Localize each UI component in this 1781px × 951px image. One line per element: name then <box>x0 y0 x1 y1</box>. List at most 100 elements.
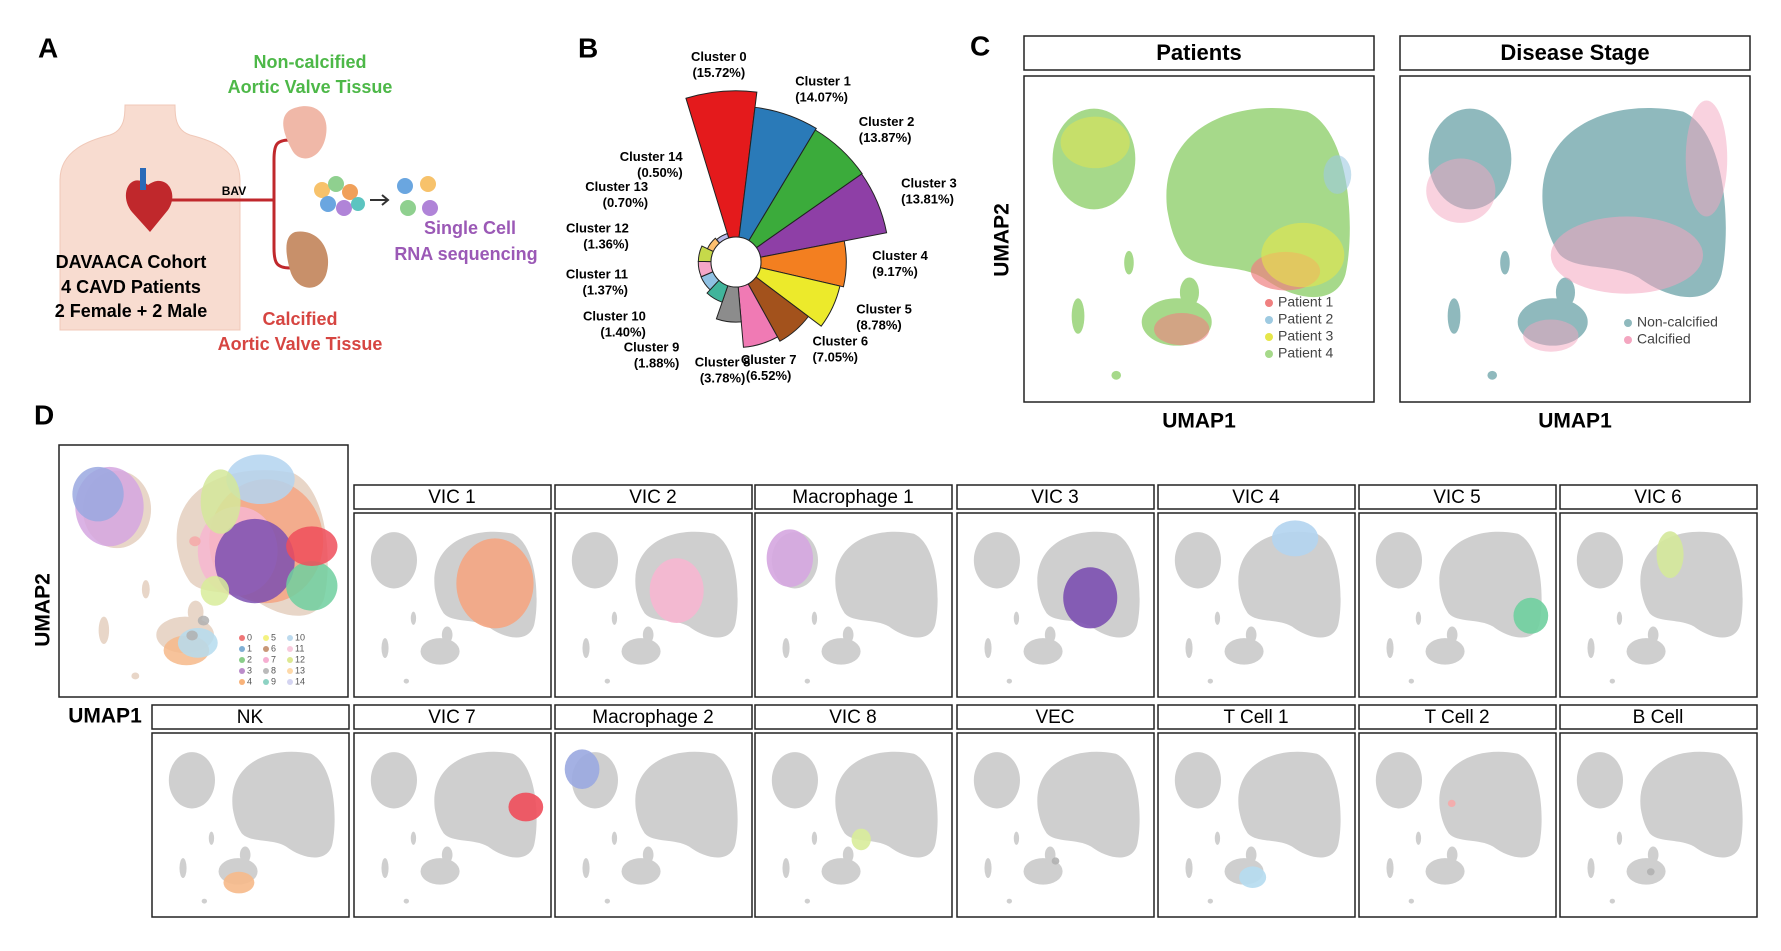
cluster-highlight <box>1323 155 1352 194</box>
legend-label: 1 <box>247 643 252 653</box>
legend-label: Patient 3 <box>1278 328 1333 344</box>
title-box <box>353 484 552 510</box>
plot-title: T Cell 2 <box>1424 707 1489 728</box>
legend-dot <box>239 668 245 674</box>
plot-title: Macrophage 1 <box>792 487 913 508</box>
legend-label: 10 <box>295 632 305 642</box>
umap-plot <box>571 531 738 684</box>
legend-label: 5 <box>271 632 276 642</box>
title-box <box>554 704 753 730</box>
value-label: (8.78%) <box>856 317 902 332</box>
legend-dot <box>287 646 293 652</box>
legend-dot <box>263 635 269 641</box>
cluster-label: Cluster 2 <box>859 114 915 129</box>
legend-dot <box>239 657 245 663</box>
tissue-label: Calcified <box>262 309 337 329</box>
legend-label: Patient 1 <box>1278 294 1333 310</box>
title-box <box>554 484 753 510</box>
cluster-label: Cluster 0 <box>691 49 747 64</box>
umap-plot <box>973 531 1140 684</box>
cluster-highlight <box>200 469 241 534</box>
cluster-highlight <box>286 561 338 611</box>
plot-title: VIC 1 <box>428 487 476 508</box>
heart-vessel <box>140 168 146 190</box>
cluster-highlight <box>286 526 338 567</box>
method-label: RNA sequencing <box>394 244 537 264</box>
legend-label: Patient 2 <box>1278 311 1333 327</box>
cluster-highlight <box>564 749 600 789</box>
cluster-highlight <box>1656 531 1684 578</box>
panel-a: A Non-calcified Aortic Valve Tissue BAV … <box>38 32 538 353</box>
legend-dot <box>287 668 293 674</box>
value-label: (7.05%) <box>812 349 858 364</box>
title-box <box>1559 704 1758 730</box>
cluster-highlight <box>1426 158 1496 223</box>
cluster-highlight <box>1154 313 1210 346</box>
plot-title: NK <box>237 707 264 728</box>
cells <box>314 176 365 216</box>
panel-letter: A <box>38 32 58 63</box>
umap-plot <box>1174 520 1341 684</box>
legend-label: 4 <box>247 676 252 686</box>
cluster-highlight <box>1513 597 1549 634</box>
legend-label: 12 <box>295 654 305 664</box>
legend-label: Calcified <box>1637 331 1691 347</box>
cluster-label: Cluster 3 <box>901 175 957 190</box>
legend-dot <box>263 679 269 685</box>
cluster-highlight <box>1523 319 1579 352</box>
cluster-highlight <box>508 792 544 822</box>
panel-letter: D <box>34 399 54 430</box>
umap-plot <box>1375 531 1549 684</box>
legend-dot <box>1265 350 1273 358</box>
legend-dot <box>263 646 269 652</box>
sorted-cells <box>397 176 438 216</box>
value-label: (9.17%) <box>872 264 918 279</box>
value-label: (0.70%) <box>603 195 649 210</box>
title-box <box>1399 35 1751 71</box>
legend-label: 0 <box>247 632 252 642</box>
legend-label: 2 <box>247 654 252 664</box>
cluster-highlight <box>214 518 295 604</box>
umap-plot <box>1174 751 1341 904</box>
cluster-highlight <box>223 871 255 894</box>
umap-plot <box>973 751 1140 904</box>
title-box <box>1157 484 1356 510</box>
cluster-highlight <box>1060 116 1130 169</box>
title-box <box>1023 35 1375 71</box>
umap-plot <box>1052 107 1352 380</box>
cluster-highlight <box>197 615 210 626</box>
plot-title: Macrophage 2 <box>592 707 713 728</box>
plot-title: Patients <box>1156 40 1242 65</box>
umap-plot <box>1576 751 1743 904</box>
legend-dot <box>263 657 269 663</box>
cohort-line: 4 CAVD Patients <box>61 277 201 297</box>
cluster-highlight <box>1261 222 1345 288</box>
legend-label: 6 <box>271 643 276 653</box>
value-label: (0.50%) <box>637 165 683 180</box>
value-label: (13.87%) <box>859 130 912 145</box>
umap-plot <box>168 751 335 904</box>
legend-label: 3 <box>247 665 252 675</box>
cluster-highlight <box>1550 216 1704 294</box>
umap-plot <box>1576 531 1743 684</box>
x-axis-label: UMAP1 <box>1538 410 1612 433</box>
plot-title: B Cell <box>1633 707 1684 728</box>
umap-plot <box>370 751 544 904</box>
cluster-label: Cluster 7 <box>741 352 797 367</box>
legend-dot <box>263 668 269 674</box>
legend-dot <box>239 679 245 685</box>
legend-label: 9 <box>271 676 276 686</box>
panel-letter: B <box>578 32 598 63</box>
connector-label: BAV <box>222 184 246 198</box>
tissue-calcified <box>286 231 329 288</box>
plot-title: Disease Stage <box>1500 40 1649 65</box>
cluster-highlight <box>851 828 871 851</box>
heart <box>125 180 173 232</box>
value-label: (6.52%) <box>746 368 792 383</box>
plot-title: VIC 7 <box>428 707 476 728</box>
value-label: (1.88%) <box>634 356 680 371</box>
title-box <box>754 704 953 730</box>
title-box <box>956 704 1155 730</box>
value-label: (3.78%) <box>700 371 746 386</box>
cluster-highlight <box>177 628 218 658</box>
